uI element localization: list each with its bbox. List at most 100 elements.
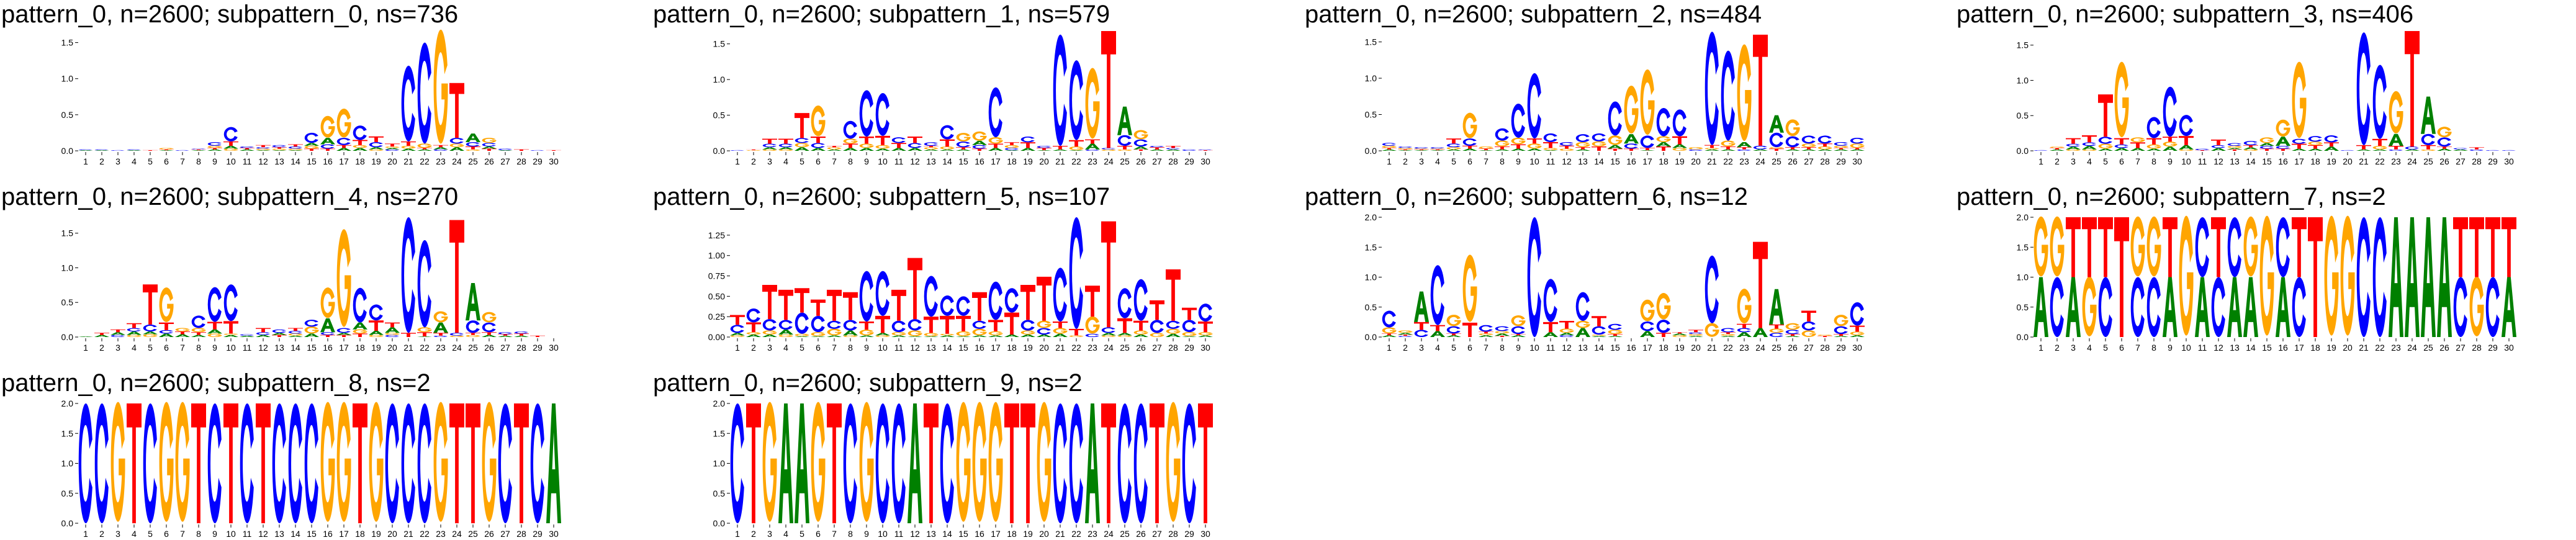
- logo-letter-A-glyph: [2259, 143, 2274, 146]
- x-tick-label: 4: [132, 529, 137, 539]
- logo-letter-T-glyph: [401, 141, 416, 146]
- logo-letter-C-glyph: [2405, 146, 2419, 150]
- x-tick-label: 25: [468, 156, 478, 166]
- logo-letter-A-glyph: [843, 330, 858, 336]
- x-tick-label: 9: [864, 156, 869, 166]
- x-tick-label: 22: [420, 156, 430, 166]
- logo-letter-T-glyph: [369, 320, 384, 331]
- logo-letter-A-glyph: [2292, 148, 2307, 151]
- logo-letter-C-glyph: [1117, 288, 1132, 318]
- y-tick-label: 0.25: [708, 312, 725, 322]
- logo-letter-T-glyph: [1150, 147, 1164, 150]
- x-tick-label: 11: [243, 343, 252, 353]
- y-tick-label: 0.5: [2017, 110, 2029, 120]
- logo-letter-T-glyph: [304, 148, 319, 151]
- logo-letter-T-glyph: [875, 135, 890, 145]
- x-tick-label: 27: [1152, 156, 1162, 166]
- x-tick-label: 12: [1562, 156, 1572, 166]
- logo-letter-C-glyph: [1656, 320, 1670, 333]
- logo-letter-A-glyph: [778, 147, 793, 150]
- x-tick-label: 19: [1023, 529, 1033, 539]
- logo-letter-C-glyph: [2453, 277, 2467, 337]
- logo-letter-C-glyph: [353, 125, 367, 140]
- logo-letter-C-glyph: [1053, 403, 1067, 523]
- x-tick-label: 18: [355, 529, 365, 539]
- logo-letter-A-glyph: [223, 145, 238, 149]
- logo-letter-A-glyph: [1575, 149, 1590, 151]
- logo-letter-G-glyph: [1462, 254, 1477, 322]
- y-tick-label: 1.5: [61, 228, 74, 238]
- logo-letter-G-glyph: [288, 148, 303, 150]
- logo-letter-C-glyph: [2114, 144, 2128, 148]
- x-tick-label: 30: [549, 529, 559, 539]
- x-tick-label: 21: [403, 343, 413, 353]
- logo-letter-G-glyph: [1430, 148, 1445, 150]
- logo-letter-G-glyph: [159, 287, 174, 322]
- x-tick-label: 16: [1626, 156, 1636, 166]
- x-tick-label: 15: [307, 156, 317, 166]
- logo-letter-G-glyph: [811, 332, 826, 336]
- logo-letter-C-glyph: [940, 403, 954, 523]
- logo-letter-T-glyph: [1166, 269, 1181, 321]
- logo-letter-T-glyph: [433, 333, 448, 336]
- logo-letter-G-glyph: [1446, 315, 1461, 326]
- logo-letter-C-glyph: [2195, 217, 2209, 277]
- logo-letter-T-glyph: [1495, 146, 1510, 150]
- logo-letter-G-glyph: [2082, 276, 2097, 336]
- logo-letter-C-glyph: [762, 143, 777, 148]
- y-tick-label: 0.0: [1365, 146, 1377, 156]
- x-tick-label: 23: [436, 343, 446, 353]
- logo-letter-G-glyph: [891, 332, 906, 336]
- logo-letter-A-glyph: [2437, 217, 2452, 337]
- x-tick-label: 20: [1039, 529, 1049, 539]
- logo-letter-G-glyph: [110, 402, 125, 522]
- logo-letter-C-glyph: [1150, 145, 1164, 148]
- logo-letter-T-glyph: [2163, 137, 2177, 142]
- logo-letter-C-glyph: [891, 137, 906, 143]
- logo-letter-C-glyph: [1785, 330, 1799, 335]
- y-tick-label: 0.0: [713, 518, 726, 528]
- logo-letter-T-glyph: [2308, 217, 2323, 337]
- logo-letter-T-glyph: [859, 322, 874, 330]
- logo-letter-T-glyph: [1053, 322, 1068, 328]
- x-tick-label: 2: [751, 529, 756, 539]
- logo-letter-T-glyph: [320, 148, 335, 151]
- logo-letter-T-glyph: [1543, 142, 1558, 148]
- x-tick-label: 4: [132, 343, 137, 353]
- logo-letter-C-glyph: [1575, 134, 1590, 142]
- logo-letter-A-glyph: [988, 148, 1003, 151]
- logo-letter-C-glyph: [1753, 145, 1767, 150]
- logo-letter-A-glyph: [1166, 333, 1181, 337]
- logo-letter-T-glyph: [1785, 334, 1800, 336]
- logo-letter-A-glyph: [498, 335, 513, 337]
- x-tick-label: 29: [1184, 343, 1194, 353]
- logo-letter-G-glyph: [956, 133, 971, 142]
- logo-letter-C-glyph: [1004, 288, 1019, 313]
- logo-letter-T-glyph: [272, 147, 287, 149]
- logo-letter-C-glyph: [1721, 328, 1735, 333]
- logo-letter-T-glyph: [924, 317, 939, 333]
- logo-letter-G-glyph: [2179, 215, 2194, 336]
- x-tick-label: 18: [355, 343, 365, 353]
- logo-letter-G-glyph: [159, 148, 174, 150]
- x-tick-label: 10: [226, 156, 236, 166]
- logo-letter-A-glyph: [1495, 149, 1510, 151]
- logo-letter-T-glyph: [2179, 136, 2194, 145]
- x-tick-label: 18: [2310, 343, 2320, 353]
- logo-letter-C-glyph: [1592, 133, 1606, 142]
- logo-letter-G-glyph: [1020, 330, 1035, 335]
- logo-letter-A-glyph: [907, 336, 922, 337]
- logo-letter-A-glyph: [482, 335, 497, 337]
- logo-letter-C-glyph: [1198, 304, 1212, 322]
- logo-letter-A-glyph: [127, 150, 142, 151]
- x-tick-label: 26: [484, 529, 494, 539]
- logo-letter-G-glyph: [482, 137, 497, 143]
- logo-letter-A-glyph: [1446, 149, 1461, 151]
- x-tick-label: 1: [83, 156, 88, 166]
- logo-letter-C-glyph: [859, 90, 873, 137]
- x-tick-label: 11: [243, 529, 252, 539]
- y-tick-label: 0.5: [61, 488, 74, 498]
- logo-letter-A-glyph: [2227, 148, 2242, 150]
- logo-letter-A-glyph: [2389, 133, 2403, 146]
- logo-letter-A-glyph: [288, 335, 303, 337]
